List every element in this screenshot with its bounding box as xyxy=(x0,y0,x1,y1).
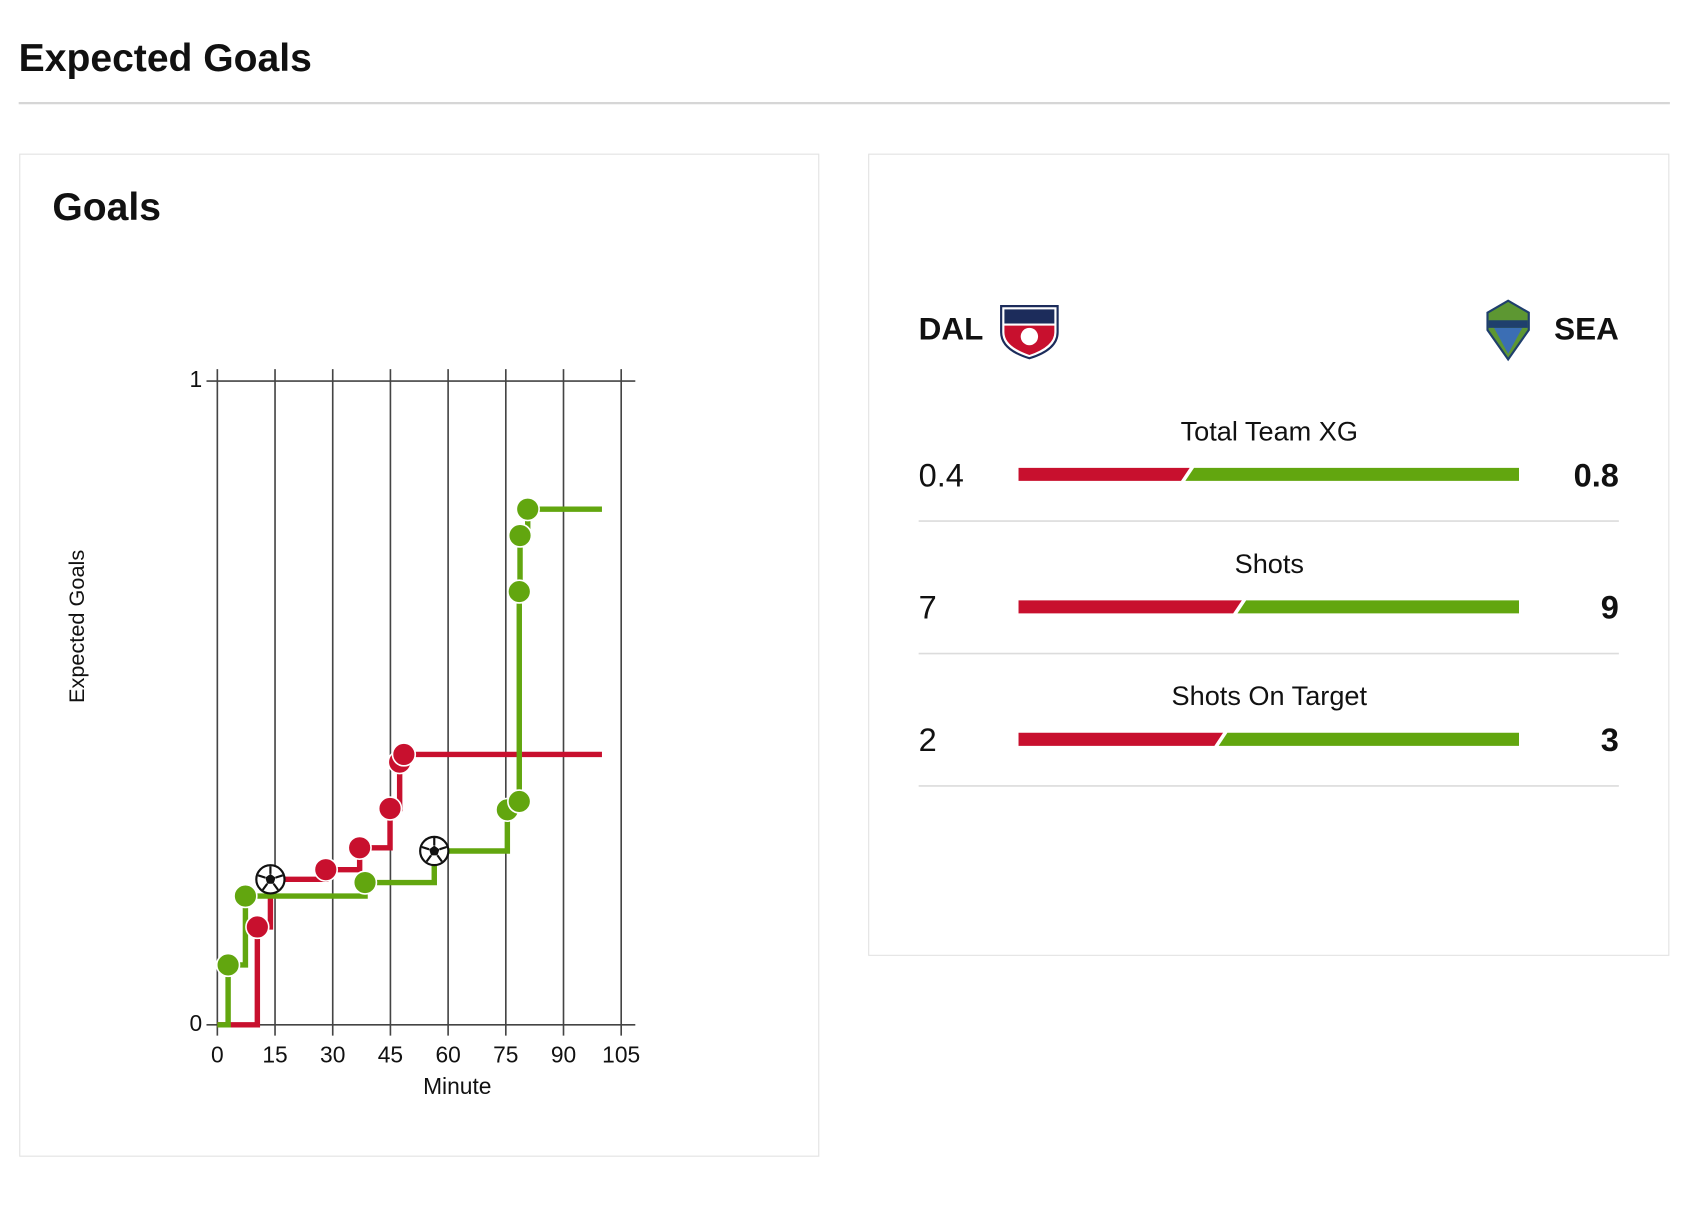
chart-title: Goals xyxy=(52,186,161,229)
y-tick-label: 0 xyxy=(189,1010,202,1036)
home-bar xyxy=(1018,600,1242,614)
ball-seam xyxy=(439,845,447,851)
x-tick-label: 105 xyxy=(602,1041,640,1067)
shot-marker xyxy=(215,952,241,978)
ball-seam xyxy=(425,854,432,863)
chart-card xyxy=(19,153,820,1157)
shot-marker xyxy=(233,883,258,909)
ball-seam xyxy=(275,874,284,879)
ball-seam xyxy=(257,874,266,879)
x-tick-label: 45 xyxy=(378,1041,403,1067)
ball-pattern xyxy=(429,845,440,856)
away-bar xyxy=(1185,467,1519,481)
shot-marker xyxy=(313,857,339,882)
away-value: 9 xyxy=(1601,590,1619,626)
stats-card xyxy=(868,153,1670,956)
shot-marker xyxy=(507,789,532,814)
ball-seam xyxy=(261,883,269,891)
shot-marker xyxy=(377,796,403,821)
away-logo xyxy=(1486,299,1530,362)
x-tick-label: 0 xyxy=(211,1041,224,1067)
stat-label: Shots On Target xyxy=(1172,680,1368,711)
shot-marker xyxy=(391,742,417,767)
x-tick-label: 90 xyxy=(551,1041,576,1067)
home-bar xyxy=(1018,732,1224,746)
away-bar xyxy=(1237,600,1519,614)
away-value: 0.8 xyxy=(1574,457,1619,493)
home-value: 7 xyxy=(919,590,937,626)
away-value: 3 xyxy=(1601,722,1619,758)
home-value: 2 xyxy=(919,722,937,758)
step-line xyxy=(434,809,511,854)
x-tick-label: 15 xyxy=(262,1041,287,1067)
shot-marker xyxy=(347,835,372,860)
ball-seam xyxy=(421,845,430,851)
x-axis-label: Minute xyxy=(423,1073,491,1099)
step-line xyxy=(217,964,231,1028)
away-bar xyxy=(1218,732,1519,746)
ball-seam xyxy=(272,883,279,891)
x-tick-label: 75 xyxy=(493,1041,518,1067)
shot-marker xyxy=(352,870,378,895)
shot-marker xyxy=(515,496,540,522)
page-title: Expected Goals xyxy=(19,37,312,80)
ball-pattern xyxy=(265,873,276,884)
stats: DAL SEA Total Team XG 0.4 0.8 Shots 7 9 Shots … xyxy=(919,299,1619,787)
shot-marker xyxy=(507,523,533,548)
home-logo xyxy=(1000,305,1059,360)
ball-seam xyxy=(436,854,443,863)
stat-label: Shots xyxy=(1235,548,1304,579)
home-value: 0.4 xyxy=(919,457,964,493)
y-tick-label: 1 xyxy=(189,366,202,392)
home-team: DAL xyxy=(919,311,984,346)
home-bar xyxy=(1018,467,1190,481)
shot-marker xyxy=(245,914,270,940)
x-tick-label: 30 xyxy=(320,1041,345,1067)
stat-label: Total Team XG xyxy=(1181,415,1358,446)
plot: 0 15 30 45 60 75 90 105 0 1 xyxy=(189,366,640,1067)
away-team: SEA xyxy=(1554,311,1619,346)
y-axis-label: Expected Goals xyxy=(64,550,89,703)
x-tick-label: 60 xyxy=(435,1041,460,1067)
shot-marker xyxy=(507,579,532,604)
